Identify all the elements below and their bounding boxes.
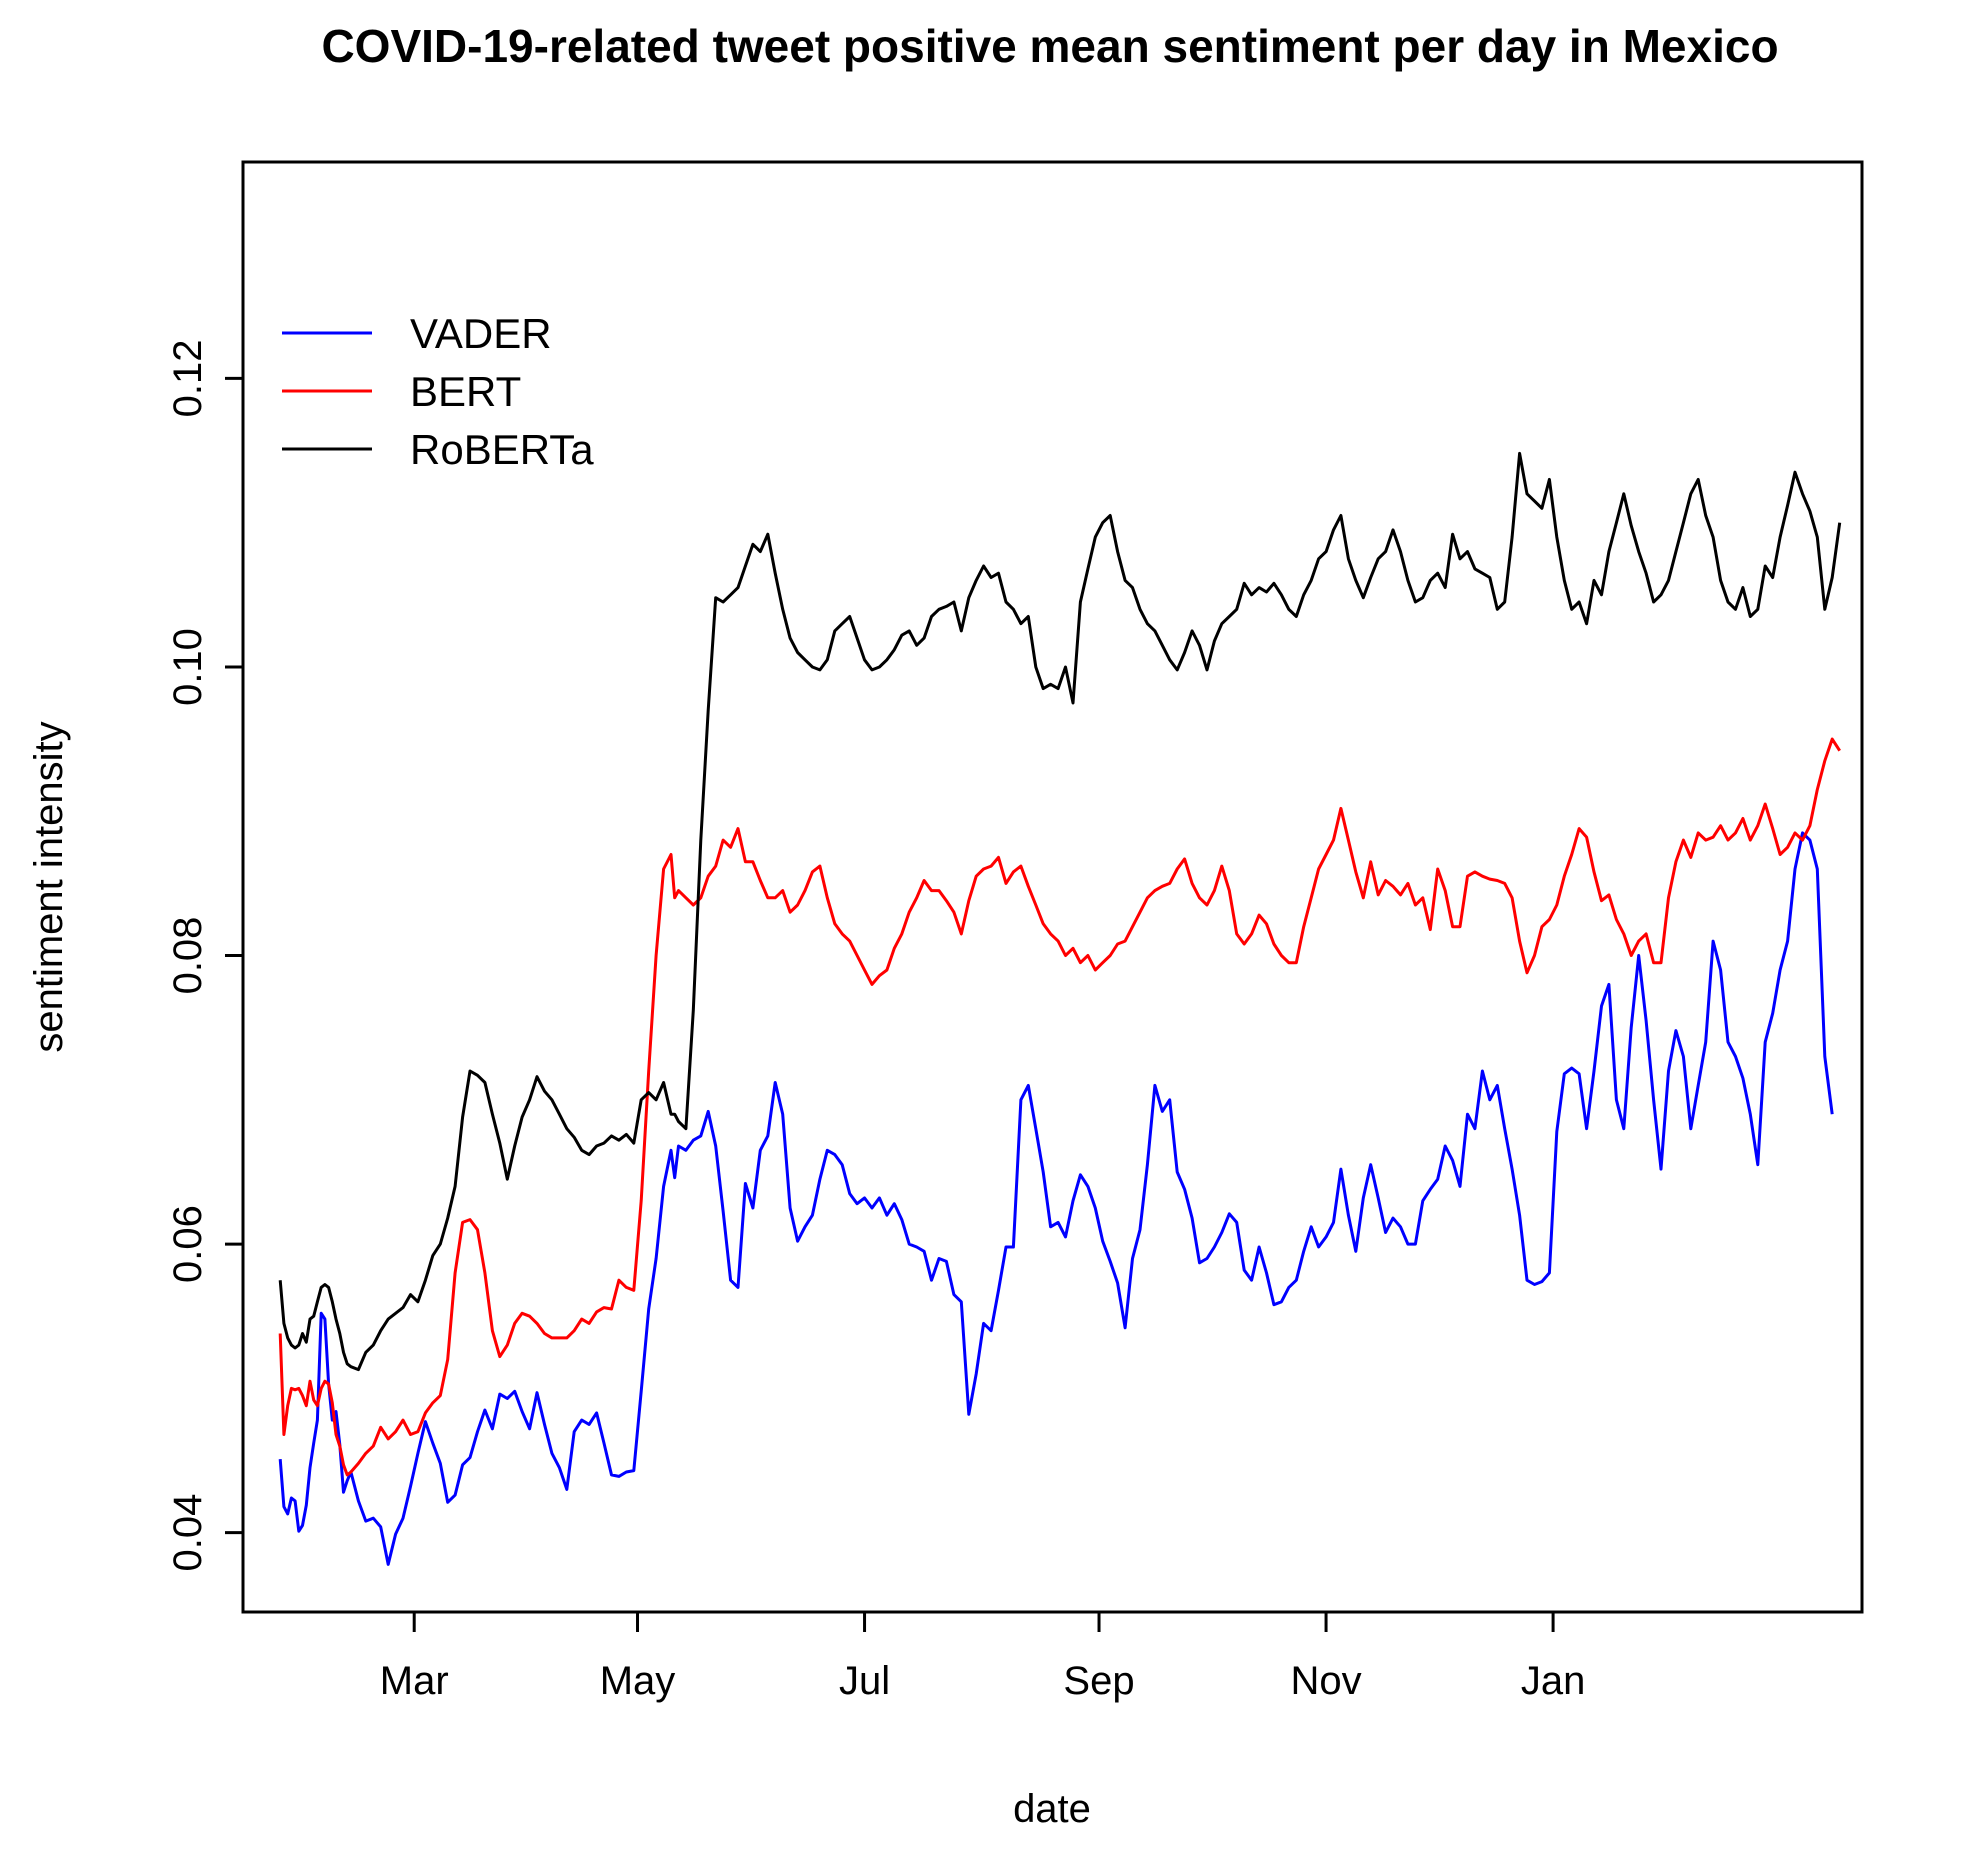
- x-tick-label: Jan: [1521, 1659, 1586, 1703]
- legend-label-vader: VADER: [410, 310, 552, 357]
- x-axis-label: date: [1013, 1787, 1091, 1831]
- x-tick-label: Sep: [1063, 1659, 1134, 1703]
- x-tick-label: Mar: [380, 1659, 449, 1703]
- legend: VADER BERT RoBERTa: [282, 310, 594, 473]
- y-axis: 0.04 0.06 0.08 0.10 0.12: [166, 339, 243, 1572]
- y-tick-label: 0.10: [166, 628, 210, 706]
- legend-label-bert: BERT: [410, 368, 521, 415]
- series-line-bert: [278, 737, 1841, 1477]
- series-line-roberta: [278, 451, 1842, 1372]
- x-tick-label: May: [600, 1659, 676, 1703]
- series-line-vader: [278, 831, 1834, 1566]
- x-axis: Mar May Jul Sep Nov Jan: [380, 1610, 1586, 1703]
- series-group: [278, 451, 1842, 1566]
- y-tick-label: 0.08: [166, 917, 210, 995]
- x-tick-label: Jul: [839, 1659, 890, 1703]
- legend-label-roberta: RoBERTa: [410, 426, 594, 473]
- y-tick-label: 0.04: [166, 1494, 210, 1572]
- y-tick-label: 0.06: [166, 1205, 210, 1283]
- y-tick-label: 0.12: [166, 339, 210, 417]
- x-tick-label: Nov: [1290, 1659, 1361, 1703]
- y-axis-label: sentiment intensity: [27, 721, 71, 1052]
- chart-title: COVID-19-related tweet positive mean sen…: [321, 20, 1778, 72]
